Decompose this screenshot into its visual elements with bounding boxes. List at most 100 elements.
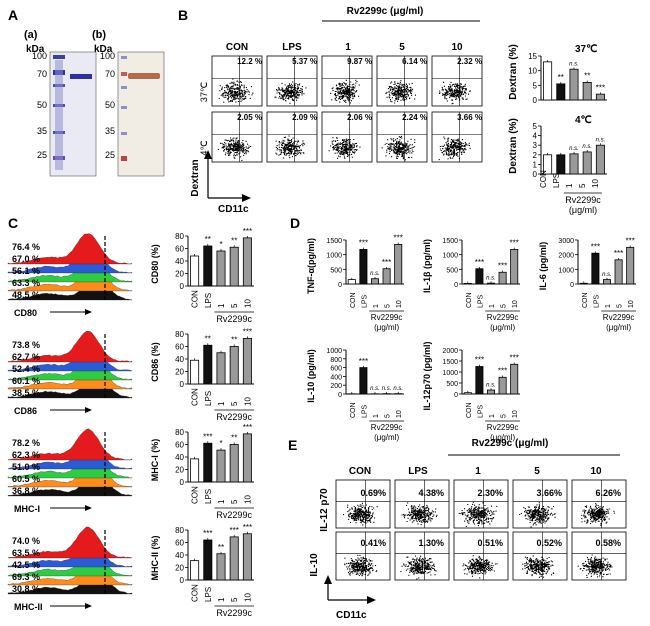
d-unit-label-il-12p70: (μg/ml): [490, 433, 515, 442]
kda-label-a: kDa: [26, 44, 45, 55]
b-dotplot-grid: [211, 55, 483, 163]
e-dotplot-il12-10-frame: [571, 479, 627, 529]
e-dotplot-il10-con: [335, 531, 391, 581]
b-bar-title-37: 37℃: [575, 44, 597, 55]
c-bar-mhc-ii-bar-1: [216, 553, 226, 581]
e-dotplot-il10-5-events: [522, 555, 555, 578]
c-xcat-mhc-ii-1: 1: [217, 597, 226, 602]
c-xcat-mhc-ii-LPS: LPS: [204, 587, 213, 602]
b-y-arrowhead: [204, 150, 212, 159]
c-bar-cd86-ytick-label-60: 60: [175, 343, 184, 352]
c-group-label-mhc-i: Rv2299c: [216, 510, 252, 520]
e-dotplot-grid: [335, 479, 627, 581]
b-dotplot-4-lps-events: [275, 135, 305, 159]
d-group-label-il-6: Rv2299c: [603, 313, 635, 322]
d-bar-il-6-sig-1: n.s.: [602, 272, 612, 278]
b-row-37: 37℃: [199, 82, 209, 102]
d-bar-tnf-a-sig-10: ***: [394, 234, 403, 243]
e-dotplot-il12-lps: [394, 479, 450, 529]
d-xcat-il-6-LPS: LPS: [593, 294, 600, 308]
d-group-label-il-10: Rv2299c: [371, 423, 403, 432]
c-pct-cd80-3: 63.3 %: [12, 278, 40, 288]
b-bar-ylabel-37: Dextran (%): [508, 44, 519, 100]
c-bar-cd86-sig-LPS: **: [205, 334, 211, 343]
c-bar-cd80-ytick-label-60: 60: [175, 245, 184, 254]
d-unit-label-il-1b: (μg/ml): [490, 323, 515, 332]
c-group-label-cd86: Rv2299c: [216, 412, 252, 422]
e-dotplot-il12-lps-events: [401, 502, 438, 526]
subpanel-label-a: (a): [24, 29, 38, 41]
b-col-5: 5: [399, 42, 405, 53]
c-arrowhead-mhc-i: [85, 505, 92, 511]
e-agent-header: Rv2299c (μg/ml): [472, 438, 549, 449]
b-group-label: Rv2299c: [565, 195, 601, 205]
c-pct-mhc-i-2: 51.0 %: [12, 462, 40, 472]
c-bar-mhc-ii-ytick-label-0: 0: [180, 576, 185, 585]
d-unit-label-il-6: (μg/ml): [606, 323, 631, 332]
e-pct-il10-lps: 1.30%: [418, 538, 444, 548]
c-block-mhc-ii: 74.0 % 63.5 % 42.5 % 69.3 % 30.8 % MHC-II MHC-…: [7, 523, 254, 618]
c-ylabel-cd86: CD86 (%): [150, 342, 160, 382]
b-pct-37-5: 6.14 %: [402, 57, 427, 66]
e-dotplot-il10-1: [453, 531, 509, 581]
d-xcat-il-10-5: 5: [385, 414, 392, 418]
b-xcat-10: 10: [591, 179, 600, 188]
c-histogram-mhc-i: [7, 428, 133, 498]
e-dotplot-il12-1: [453, 479, 509, 529]
c-pct-mhc-i-1: 62.3 %: [12, 450, 40, 460]
c-xcat-cd80-CON: CON: [191, 290, 200, 308]
b-bar-37-bar-1: [569, 68, 579, 101]
e-dotplot-il10-10-events: [577, 554, 613, 578]
c-pct-cd86-0: 73.8 %: [12, 340, 40, 350]
b-bar-4-ytick-label-3: 3: [533, 141, 538, 150]
protein-band-a: [70, 74, 92, 79]
e-dotplot-il12-1-events: [458, 501, 498, 528]
e-row-il12: IL-12 p70: [319, 488, 330, 532]
d-ylabel-il-6: IL-6 (pg/ml): [538, 242, 548, 291]
e-pct-il10-5: 0.52%: [536, 538, 562, 548]
c-pct-mhc-ii-0: 74.0 %: [12, 536, 40, 546]
c-bar-mhc-ii-ytick-label-60: 60: [175, 539, 184, 548]
e-col-10: 10: [590, 466, 602, 477]
b-dotplot-37-5: [376, 55, 428, 107]
d-xcat-tnf-a-LPS: LPS: [361, 294, 368, 308]
panel-label-c: C: [8, 215, 18, 231]
c-bar-mhc-i-ytick-label-0: 0: [180, 478, 185, 487]
b-pct-37-10: 2.32 %: [457, 57, 482, 66]
c-xcat-cd86-10: 10: [243, 397, 252, 406]
c-xcat-cd80-1: 1: [217, 303, 226, 308]
c-bar-mhc-ii-bar-LPS: [203, 539, 213, 581]
d-bar-il-1b-ytick-label-1500: 1500: [442, 238, 458, 245]
d-bar-il-6-sig-LPS: ***: [591, 242, 600, 251]
b-dotplot-37-1-events: [330, 79, 360, 104]
b-bar-37-sig-10: ***: [596, 83, 605, 92]
c-bar-mhc-i-sig-5: **: [231, 434, 237, 443]
b-xcat-lps: LPS: [552, 173, 561, 188]
c-bar-cd80-ytick-label-0: 0: [180, 282, 185, 291]
b-x-arrowhead: [242, 194, 251, 202]
b-agent-header: Rv2299c (μg/ml): [347, 6, 424, 17]
ladder-lane-a: [53, 55, 65, 170]
e-dotplot-il10-lps-events: [400, 555, 437, 580]
c-group-label-cd80: Rv2299c: [216, 314, 252, 324]
b-dotplot-37-con-events: [218, 78, 254, 103]
c-bar-mhc-i-sig-LPS: ***: [203, 432, 212, 441]
e-y-arrowhead: [324, 575, 332, 584]
b-dotplot-37-5-frame: [376, 55, 428, 107]
c-block-cd86: 73.8 % 62.7 % 52.4 % 60.1 % 38.5 % CD86 CD86 (…: [7, 327, 254, 422]
c-xcat-mhc-ii-5: 5: [230, 597, 239, 602]
d-ylabel-il-12p70: IL-12p70 (pg/ml): [422, 341, 432, 410]
mw-70-b: 70: [105, 69, 115, 79]
b-bar-ylabel-4: Dextran (%): [508, 118, 519, 174]
d-bar-il-6-sig-10: ***: [626, 237, 635, 246]
d-bar-tnf-a-sig-LPS: ***: [359, 239, 368, 248]
b-axis-cd11c: CD11c: [218, 204, 249, 215]
c-bar-mhc-i-bar-10: [242, 433, 252, 483]
panel-e: E Rv2299c (μg/ml) CON LPS 1 5 10 0.69% 4…: [288, 437, 627, 621]
mw-70-a: 70: [37, 69, 47, 79]
d-bar-il-12p70-bar-LPS: [475, 366, 484, 395]
